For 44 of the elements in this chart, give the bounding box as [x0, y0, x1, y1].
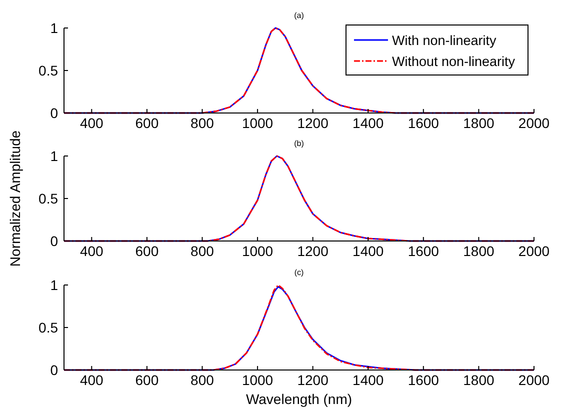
x-axis-title: Wavelength (nm): [246, 391, 352, 407]
y-tick-label: 1: [50, 148, 58, 164]
x-tick-label: 1000: [242, 372, 274, 388]
x-tick-label: 1600: [408, 243, 440, 259]
chart-title: (c): [294, 268, 304, 277]
y-tick-label: 1: [50, 20, 58, 36]
x-tick-label: 1200: [297, 115, 329, 131]
x-tick-label: 1800: [463, 372, 494, 388]
x-tick-label: 1200: [297, 243, 329, 259]
x-tick-label: 1000: [242, 243, 274, 259]
x-tick-label: 1400: [352, 372, 384, 388]
x-tick-label: 2000: [518, 372, 550, 388]
y-tick-label: 0: [50, 362, 58, 378]
x-tick-label: 1800: [463, 115, 494, 131]
x-tick-label: 800: [190, 243, 214, 259]
x-tick-label: 1200: [297, 372, 329, 388]
y-tick-label: 0.5: [38, 320, 58, 336]
y-tick-label: 0: [50, 233, 58, 249]
x-tick-label: 400: [80, 243, 104, 259]
y-tick-label: 0.5: [38, 62, 58, 78]
y-axis-title: Normalized Amplitude: [7, 130, 23, 267]
x-tick-label: 1400: [352, 243, 384, 259]
x-tick-label: 1600: [408, 372, 440, 388]
x-tick-label: 2000: [518, 115, 550, 131]
x-tick-label: 400: [80, 115, 104, 131]
x-tick-label: 2000: [518, 243, 550, 259]
line-series: [63, 27, 535, 114]
x-tick-label: 1800: [463, 243, 494, 259]
chart-title: (a): [294, 11, 304, 20]
chart-title: (b): [294, 139, 304, 148]
y-tick-label: 0: [50, 105, 58, 121]
y-tick-label: 0.5: [38, 190, 58, 206]
x-tick-label: 600: [135, 243, 159, 259]
legend-label: With non-linearity: [392, 33, 497, 48]
legend-label: Without non-linearity: [392, 54, 516, 69]
x-tick-label: 600: [135, 115, 159, 131]
y-tick-label: 1: [50, 277, 58, 293]
x-tick-label: 600: [135, 372, 159, 388]
x-tick-label: 1400: [352, 115, 384, 131]
x-tick-label: 1600: [408, 115, 440, 131]
x-tick-label: 800: [190, 115, 214, 131]
x-tick-label: 400: [80, 372, 104, 388]
x-tick-label: 1000: [242, 115, 274, 131]
x-tick-label: 800: [190, 372, 214, 388]
